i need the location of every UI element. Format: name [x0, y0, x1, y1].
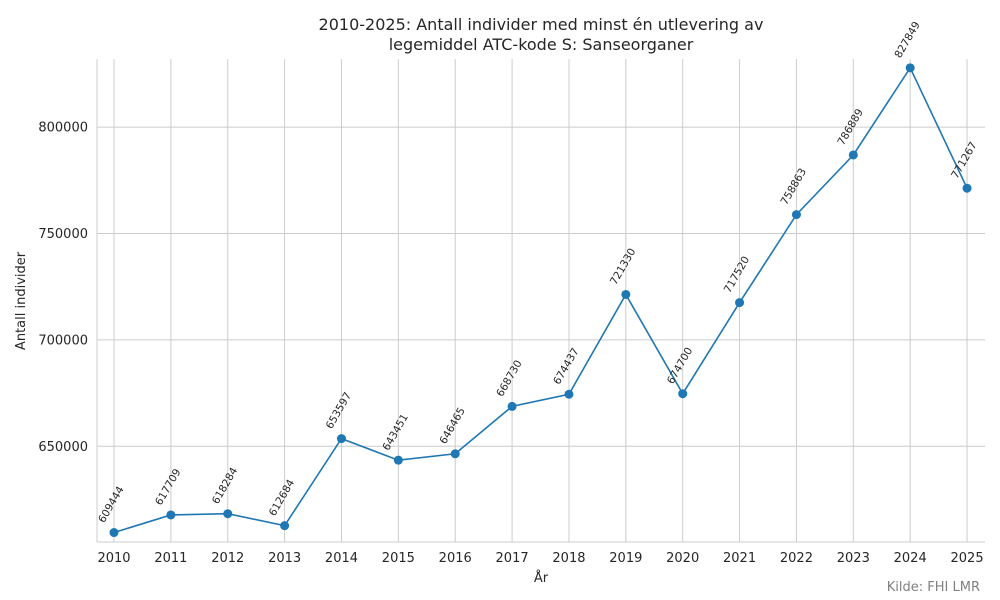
x-tick-label: 2014 [325, 551, 358, 566]
data-point [166, 510, 176, 520]
source-note: Kilde: FHI LMR [887, 580, 980, 595]
data-point [735, 298, 745, 308]
data-label: 609444 [96, 484, 127, 525]
data-label: 618284 [210, 465, 241, 506]
x-tick-label: 2010 [97, 551, 130, 566]
data-point [109, 528, 119, 538]
data-point [393, 455, 403, 465]
y-tick-label: 650000 [38, 440, 88, 455]
data-label: 617709 [153, 467, 183, 508]
x-tick-label: 2015 [382, 551, 415, 566]
data-points [109, 63, 972, 538]
chart-title-line1: 2010-2025: Antall individer med minst én… [319, 15, 764, 34]
x-tick-label: 2012 [211, 551, 244, 566]
tick-labels: 2010 2011 2012 2013 2014 2015 2016 2017 2018 2019… [38, 121, 983, 566]
x-tick-label: 2025 [951, 551, 984, 566]
x-tick-label: 2020 [666, 551, 699, 566]
data-point [336, 434, 346, 444]
axes-frame [96, 59, 985, 543]
data-label: 646465 [437, 406, 467, 447]
x-axis-label: År [534, 570, 549, 586]
x-tick-label: 2019 [609, 551, 642, 566]
x-tick-label: 2011 [154, 551, 187, 566]
data-label: 758863 [779, 166, 809, 207]
grid [97, 59, 985, 542]
x-tick-label: 2024 [894, 551, 927, 566]
data-point [280, 521, 290, 531]
data-point [564, 389, 574, 399]
x-tick-label: 2021 [723, 551, 756, 566]
series-line [113, 66, 968, 534]
y-tick-label: 750000 [38, 227, 88, 242]
data-point [962, 183, 972, 193]
x-tick-label: 2013 [268, 551, 301, 566]
y-tick-label: 700000 [38, 333, 88, 348]
y-tick-label: 800000 [38, 121, 88, 136]
data-point [678, 389, 688, 399]
data-point [450, 449, 460, 459]
x-tick-label: 2022 [780, 551, 813, 566]
data-label: 721330 [608, 246, 638, 287]
data-point [621, 289, 631, 299]
data-label: 668730 [494, 358, 524, 399]
chart-title-line2: legemiddel ATC-kode S: Sanseorganer [389, 35, 694, 54]
x-tick-label: 2023 [837, 551, 870, 566]
data-point [791, 210, 801, 220]
data-point [223, 509, 233, 519]
data-point [848, 150, 858, 160]
x-tick-label: 2016 [439, 551, 472, 566]
series-path [113, 66, 968, 534]
data-label: 653597 [324, 390, 354, 431]
data-point [905, 63, 915, 73]
x-tick-label: 2017 [496, 551, 529, 566]
data-label: 827849 [892, 20, 922, 61]
data-point [507, 401, 517, 411]
x-tick-label: 2018 [552, 551, 585, 566]
y-axis-label: Antall individer [14, 251, 29, 350]
